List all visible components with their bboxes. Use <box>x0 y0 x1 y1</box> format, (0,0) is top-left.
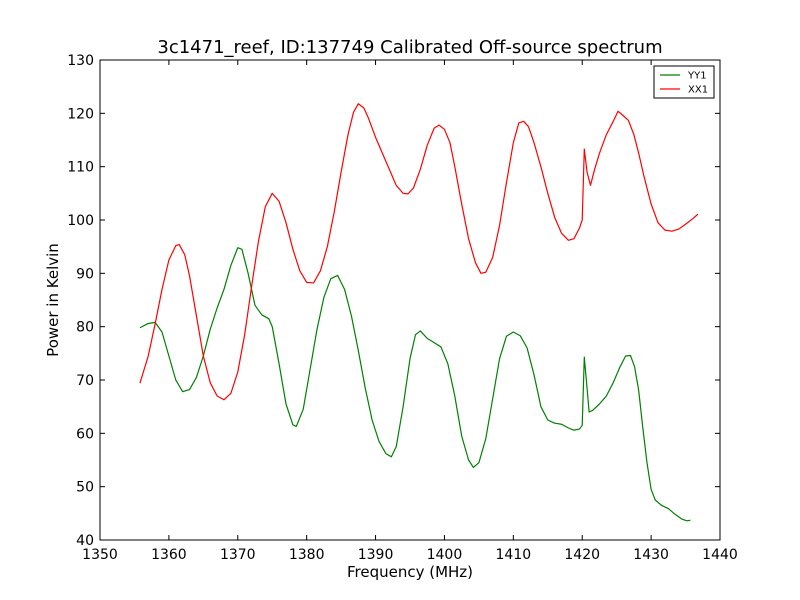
y-tick-label: 60 <box>76 426 94 442</box>
plot-area: 1350 1360 1370 1380 1390 1400 1410 1420 1430 1440… <box>67 53 738 563</box>
x-tick-label: 1420 <box>564 547 600 563</box>
x-tick-label: 1360 <box>151 547 187 563</box>
legend-box <box>653 65 715 99</box>
x-tick-label: 1400 <box>427 547 463 563</box>
x-tick-label: 1390 <box>358 547 394 563</box>
y-tick-label: 100 <box>67 213 94 229</box>
y-tick-label: 50 <box>76 480 94 496</box>
plot-frame <box>99 59 721 541</box>
plot-background <box>100 60 720 540</box>
x-tick-label: 1440 <box>702 547 738 563</box>
legend-label-yy1: YY1 <box>687 71 707 82</box>
y-tick-label: 110 <box>67 160 94 176</box>
series-line-xx1 <box>139 103 699 401</box>
y-tick-label: 40 <box>76 533 94 549</box>
chart-title: 3c1471_reef, ID:137749 Calibrated Off-so… <box>157 37 662 58</box>
legend-label-xx1: XX1 <box>688 85 708 96</box>
y-tick-label: 70 <box>76 373 94 389</box>
x-tick-label: 1370 <box>220 547 256 563</box>
x-tick-label: 1410 <box>496 547 532 563</box>
ticks-layer: 1350 1360 1370 1380 1390 1400 1410 1420 1430 1440… <box>67 53 738 563</box>
series-layer <box>139 103 699 522</box>
y-tick-label: 80 <box>76 320 94 336</box>
y-axis-label: Power in Kelvin <box>44 243 62 357</box>
y-tick-label: 90 <box>76 266 94 282</box>
x-axis-label: Frequency (MHz) <box>347 563 473 581</box>
series-line-yy1 <box>139 247 691 522</box>
x-tick-label: 1380 <box>289 547 325 563</box>
x-tick-label: 1430 <box>633 547 669 563</box>
y-tick-label: 120 <box>67 106 94 122</box>
x-tick-label: 1350 <box>82 547 118 563</box>
y-tick-label: 130 <box>67 53 94 69</box>
